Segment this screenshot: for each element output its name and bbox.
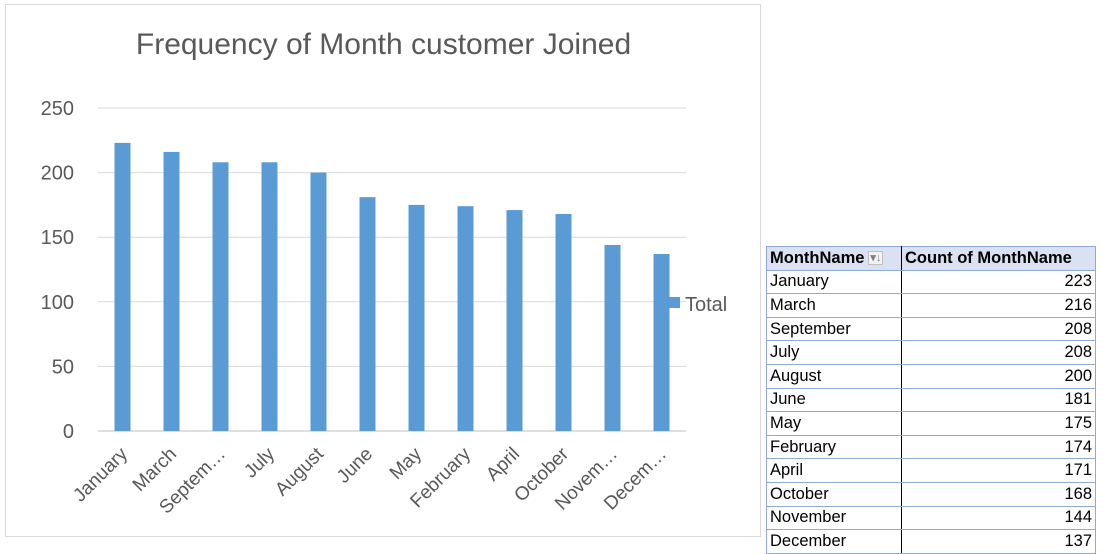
bar-november (604, 244, 621, 431)
month-cell[interactable]: October (766, 481, 902, 507)
x-tick-label: June (333, 444, 377, 488)
pivot-table[interactable]: MonthName ▾↓ Count of MonthName January 22… (766, 246, 1096, 554)
table-row[interactable]: January 223 (766, 269, 1096, 295)
filter-sort-icon[interactable]: ▾↓ (868, 251, 884, 266)
count-cell[interactable]: 175 (901, 411, 1096, 436)
bar-october (555, 213, 572, 431)
x-tick-label: August (271, 443, 328, 500)
bar-january (114, 142, 131, 431)
chart-container[interactable]: 0 50 100 150 200 250 January March Septem… July Au… (5, 4, 761, 537)
count-cell[interactable]: 171 (901, 458, 1096, 483)
bar-july (261, 162, 278, 431)
table-row[interactable]: June 181 (766, 387, 1096, 413)
month-cell[interactable]: June (766, 387, 902, 413)
count-cell[interactable]: 208 (901, 340, 1096, 365)
month-cell[interactable]: November (766, 505, 902, 531)
month-cell[interactable]: February (766, 434, 902, 460)
count-cell[interactable]: 174 (901, 434, 1096, 460)
x-tick-label: April (482, 444, 524, 486)
count-cell[interactable]: 223 (901, 269, 1096, 295)
month-cell[interactable]: May (766, 411, 902, 436)
legend-label: Total (685, 294, 727, 316)
bar-march (163, 151, 180, 432)
bar-may (408, 204, 425, 431)
pivot-body: January 223 March 216 September 208 July 208 Aug… (766, 269, 1096, 554)
table-row[interactable]: April 171 (766, 458, 1096, 483)
table-row[interactable]: July 208 (766, 340, 1096, 365)
x-tick-label: January (69, 443, 132, 506)
count-cell[interactable]: 168 (901, 481, 1096, 507)
month-cell[interactable]: December (766, 529, 902, 554)
table-row[interactable]: March 216 (766, 293, 1096, 318)
chart-title: Frequency of Month customer Joined (135, 28, 632, 61)
bar-april (506, 210, 523, 431)
header-count[interactable]: Count of MonthName (901, 246, 1096, 271)
x-tick-label: July (240, 443, 279, 482)
bar-june (359, 197, 376, 431)
header-month-label: MonthName (770, 248, 865, 267)
bar-september (212, 162, 229, 431)
month-cell[interactable]: April (766, 458, 902, 483)
month-cell[interactable]: January (766, 269, 902, 295)
count-cell[interactable]: 200 (901, 363, 1096, 389)
y-tick-label: 100 (41, 292, 74, 314)
table-row[interactable]: October 168 (766, 481, 1096, 507)
count-cell[interactable]: 137 (901, 529, 1096, 554)
month-cell[interactable]: September (766, 316, 902, 342)
table-row[interactable]: May 175 (766, 411, 1096, 436)
table-row[interactable]: February 174 (766, 434, 1096, 460)
count-cell[interactable]: 181 (901, 387, 1096, 413)
table-row[interactable]: December 137 (766, 529, 1096, 554)
legend-swatch (669, 297, 680, 308)
table-row[interactable]: August 200 (766, 363, 1096, 389)
pivot-header-row: MonthName ▾↓ Count of MonthName (766, 246, 1096, 271)
y-tick-label: 150 (41, 227, 74, 249)
x-tick-label: May (386, 443, 427, 484)
month-cell[interactable]: July (766, 340, 902, 365)
count-cell[interactable]: 144 (901, 505, 1096, 531)
table-row[interactable]: November 144 (766, 505, 1096, 531)
y-tick-label: 200 (41, 163, 74, 185)
table-row[interactable]: September 208 (766, 316, 1096, 342)
y-tick-label: 50 (52, 356, 74, 378)
y-tick-label: 0 (63, 421, 74, 443)
month-cell[interactable]: August (766, 363, 902, 389)
header-month-name[interactable]: MonthName ▾↓ (766, 246, 902, 271)
y-tick-label: 250 (41, 98, 74, 120)
count-cell[interactable]: 208 (901, 316, 1096, 342)
bar-february (457, 206, 474, 431)
count-cell[interactable]: 216 (901, 293, 1096, 318)
month-cell[interactable]: March (766, 293, 902, 318)
bar-december (653, 253, 670, 431)
bar-august (310, 172, 327, 431)
